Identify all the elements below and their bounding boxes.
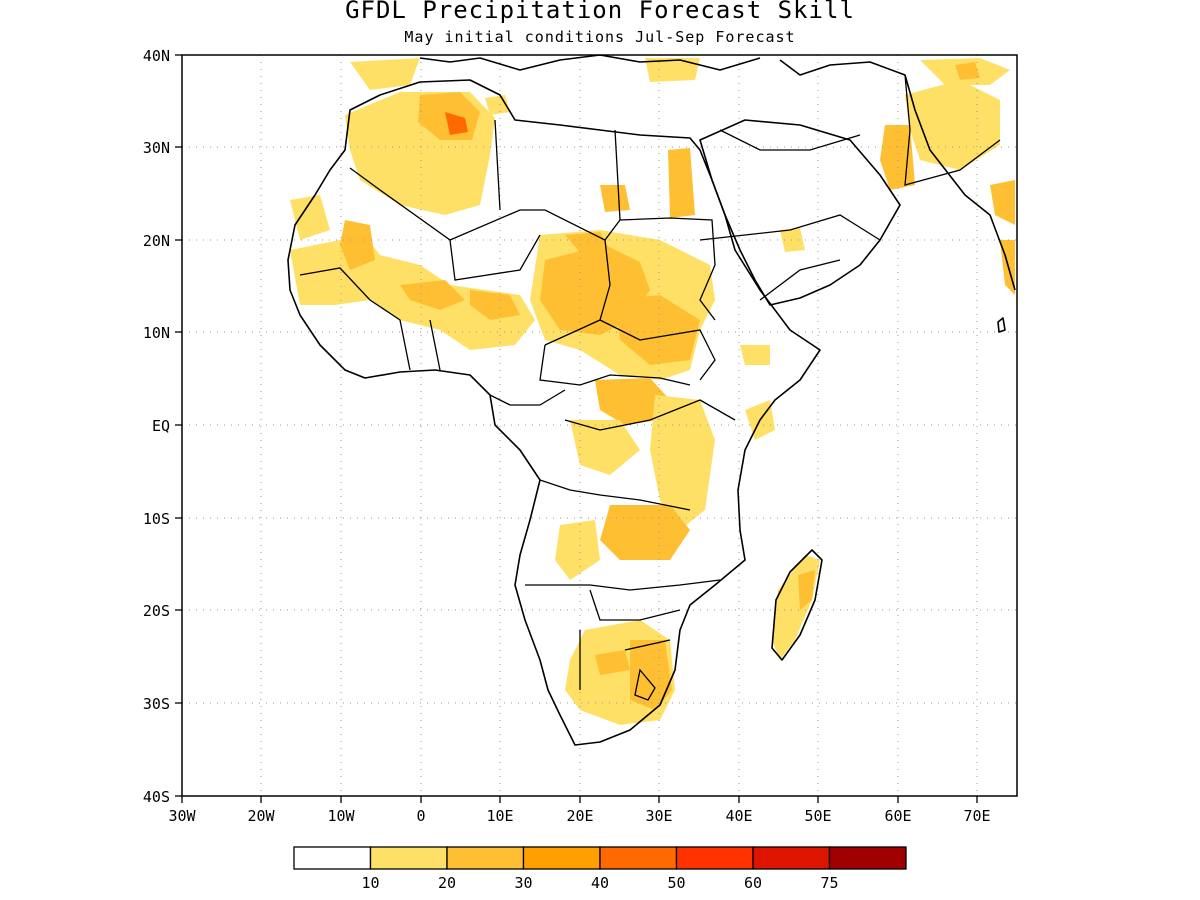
tick-marks [175, 54, 978, 803]
sri-lanka [997, 317, 1006, 333]
country-borders [299, 74, 1001, 701]
arabia-coastline [699, 119, 901, 306]
skill-region [350, 58, 420, 90]
lat-tick-label: 40S [143, 788, 170, 806]
skill-region [340, 220, 375, 270]
skill-region [780, 228, 805, 252]
map-title: GFDL Precipitation Forecast Skill [345, 0, 855, 24]
lon-tick-label: 0 [416, 807, 425, 825]
lon-tick-label: 10W [327, 807, 355, 825]
skill-region [630, 640, 672, 710]
colorbar: 10 20 30 40 50 60 75 [293, 846, 907, 892]
colorbar-swatch [522, 846, 601, 870]
lon-tick-label: 70E [963, 807, 990, 825]
lon-tick-label: 20E [566, 807, 593, 825]
skill-region [600, 185, 630, 212]
lat-tick-label: 20N [143, 232, 170, 250]
colorbar-label: 10 [361, 874, 379, 892]
lat-tick-label: 40N [143, 47, 170, 65]
skill-region [650, 395, 715, 530]
skill-region [595, 378, 670, 425]
africa-coastline [287, 79, 821, 746]
skill-region [290, 195, 330, 240]
lon-tick-label: 30E [645, 807, 672, 825]
colorbar-swatch [675, 846, 754, 870]
skill-region [570, 420, 640, 475]
skill-region [615, 295, 700, 365]
lat-tick-label: 30N [143, 139, 170, 157]
lat-tick-label: 30S [143, 695, 170, 713]
colorbar-label: 30 [514, 874, 532, 892]
lon-tick-label: 30W [168, 807, 196, 825]
colorbar-label: 75 [820, 874, 838, 892]
madagascar-coastline [771, 549, 823, 661]
colorbar-label: 50 [667, 874, 685, 892]
skill-region [905, 80, 1000, 170]
lat-tick-label: 10N [143, 324, 170, 342]
lat-tick-label: 10S [143, 510, 170, 528]
skill-region [990, 180, 1015, 225]
colorbar-label: 40 [591, 874, 609, 892]
colorbar-label: 20 [438, 874, 456, 892]
skill-region [668, 148, 695, 218]
skill-region [565, 232, 610, 258]
lon-labels: 30W 20W 10W 0 10E 20E 30E 40E 50E 60E 70… [168, 807, 990, 825]
colorbar-swatch [293, 846, 372, 870]
lon-tick-label: 50E [804, 807, 831, 825]
colorbar-swatch [828, 846, 907, 870]
skill-region [445, 112, 468, 135]
skill-region [798, 570, 815, 610]
skill-region [740, 345, 770, 365]
colorbar-swatch [446, 846, 525, 870]
lon-tick-label: 40E [725, 807, 752, 825]
skill-region [470, 290, 520, 320]
skill-region [955, 62, 980, 80]
lat-tick-label: EQ [152, 417, 170, 435]
colorbar-label: 60 [744, 874, 762, 892]
skill-region [555, 520, 600, 580]
lon-tick-label: 20W [247, 807, 275, 825]
lon-tick-label: 10E [486, 807, 513, 825]
map-subtitle: May initial conditions Jul-Sep Forecast [404, 28, 796, 46]
skill-region [600, 505, 690, 560]
skill-region [400, 280, 465, 310]
lat-labels: 40N 30N 20N 10N EQ 10S 20S 30S 40S [143, 47, 170, 806]
colorbar-swatch [599, 846, 678, 870]
coastlines [287, 54, 1016, 746]
skill-region [595, 650, 630, 675]
lat-tick-label: 20S [143, 602, 170, 620]
colorbar-swatch [369, 846, 448, 870]
europe-coastline [419, 54, 761, 71]
lon-tick-label: 60E [884, 807, 911, 825]
colorbar-swatch [752, 846, 831, 870]
skill-shading [290, 58, 1015, 725]
asia-coastline [779, 59, 1016, 291]
